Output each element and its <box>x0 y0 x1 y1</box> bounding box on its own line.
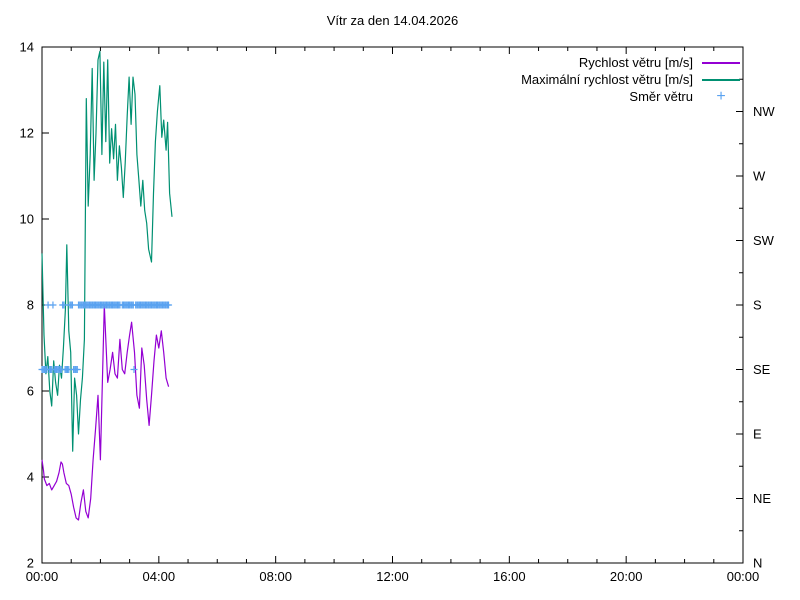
direction-tick-label: S <box>753 298 762 313</box>
max-wind-speed-line-sample <box>702 78 740 81</box>
x-axis-ticks <box>41 47 744 563</box>
legend-item-max-wind-speed: Maximální rychlost větru [m/s] <box>521 71 740 88</box>
direction-axis-ticks <box>736 78 743 564</box>
y-tick-label: 12 <box>20 126 34 141</box>
x-tick-label: 08:00 <box>259 569 292 584</box>
direction-tick-label: NE <box>753 491 771 506</box>
x-tick-label: 00:00 <box>727 569 760 584</box>
direction-tick-label: W <box>753 169 766 184</box>
legend-label-max-wind-speed: Maximální rychlost větru [m/s] <box>521 72 693 87</box>
direction-tick-label: E <box>753 427 762 442</box>
direction-tick-label: SW <box>753 233 775 248</box>
x-tick-label: 12:00 <box>376 569 409 584</box>
direction-tick-label: NW <box>753 104 775 119</box>
legend-item-wind-direction: Směr větru + <box>521 88 740 105</box>
wind-direction-marker-sample: + <box>716 87 726 105</box>
max-wind-speed-line <box>41 50 173 452</box>
legend-item-wind-speed: Rychlost větru [m/s] <box>521 54 740 71</box>
legend: Rychlost větru [m/s] Maximální rychlost … <box>521 54 740 105</box>
y-tick-label: 10 <box>20 212 34 227</box>
y-tick-label: 6 <box>27 384 34 399</box>
y-tick-label: 4 <box>27 470 34 485</box>
y-tick-label: 14 <box>20 40 34 55</box>
y-tick-label: 8 <box>27 298 34 313</box>
wind-direction-markers <box>38 301 173 373</box>
wind-speed-line-sample <box>702 61 740 64</box>
legend-label-wind-direction: Směr větru <box>629 89 693 104</box>
chart-title: Vítr za den 14.04.2026 <box>326 13 459 28</box>
x-tick-label: 04:00 <box>143 569 176 584</box>
direction-tick-label: SE <box>753 362 771 377</box>
legend-label-wind-speed: Rychlost větru [m/s] <box>578 55 693 70</box>
x-tick-label: 16:00 <box>493 569 526 584</box>
y-tick-label: 2 <box>27 556 34 571</box>
direction-tick-label: N <box>753 556 762 571</box>
wind-speed-line <box>41 304 170 521</box>
x-tick-label: 00:00 <box>26 569 59 584</box>
x-tick-label: 20:00 <box>610 569 643 584</box>
